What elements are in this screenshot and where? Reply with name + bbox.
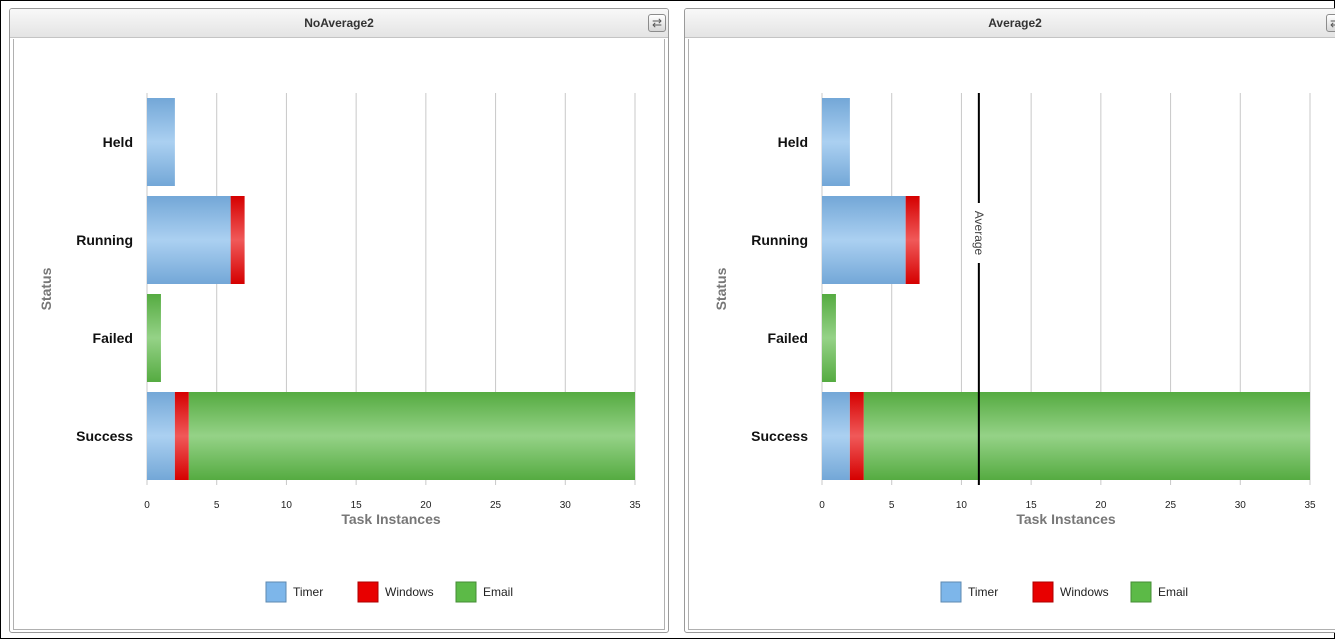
average-label-bg — [971, 203, 986, 263]
category-label: Failed — [768, 330, 808, 346]
chart-frame — [13, 39, 665, 630]
x-tick-label: 10 — [281, 500, 293, 511]
y-axis-title: Status — [38, 267, 54, 310]
x-tick-label: 20 — [420, 500, 432, 511]
x-tick-label: 20 — [1095, 500, 1107, 511]
legend-swatch-windows — [357, 581, 379, 603]
legend-swatch-email — [1130, 581, 1152, 603]
panel-header — [10, 9, 668, 38]
x-tick-label: 15 — [351, 500, 363, 511]
panel-title: Average2 — [988, 16, 1042, 30]
average-label: Average — [972, 211, 986, 256]
x-tick-label: 0 — [819, 500, 825, 511]
category-label: Running — [76, 232, 133, 248]
x-tick-label: 5 — [889, 500, 895, 511]
x-tick-label: 25 — [490, 500, 502, 511]
bar-success-email — [188, 392, 636, 480]
category-label: Success — [76, 428, 133, 444]
bar-success-timer — [147, 392, 175, 480]
bar-success-email — [863, 392, 1310, 480]
chart-panel-noaverage2: NoAverage2 ⇄ Held Running Failed Success 0 5 1… — [9, 8, 669, 633]
legend-label-timer: Timer — [293, 585, 323, 599]
x-tick-label: 5 — [214, 500, 220, 511]
chart-panel-average2: Average2 ⇄ Held Running Failed Success Avera… — [684, 8, 1335, 633]
x-tick-label: 0 — [144, 500, 150, 511]
panel-title: NoAverage2 — [304, 16, 374, 30]
bar-success-timer — [822, 392, 850, 480]
x-tick-label: 25 — [1165, 500, 1177, 511]
bar-held-timer — [822, 98, 850, 186]
category-label: Running — [751, 232, 808, 248]
bar-running-timer — [147, 196, 231, 284]
legend-swatch-timer — [265, 581, 287, 603]
legend-label-timer: Timer — [968, 585, 998, 599]
legend-swatch-email — [455, 581, 477, 603]
category-label: Held — [778, 134, 808, 150]
chart-frame — [688, 39, 1335, 630]
x-tick-label: 15 — [1026, 500, 1038, 511]
x-tick-label: 30 — [1235, 500, 1247, 511]
bar-failed-email — [822, 294, 836, 382]
x-tick-label: 35 — [629, 500, 641, 511]
legend-swatch-timer — [940, 581, 962, 603]
bar-held-timer — [147, 98, 175, 186]
refresh-button[interactable]: ⇄ — [1326, 14, 1335, 32]
legend-label-email: Email — [483, 585, 513, 599]
bar-chart-average2: Held Running Failed Success Average 0 5 10 15 20 2… — [713, 93, 1316, 603]
bar-failed-email — [147, 294, 161, 382]
x-axis-title: Task Instances — [341, 511, 441, 527]
x-tick-label: 35 — [1304, 500, 1316, 511]
refresh-icon: ⇄ — [651, 16, 663, 30]
y-axis-title: Status — [713, 267, 729, 310]
bar-success-windows — [849, 392, 864, 480]
refresh-icon: ⇄ — [1330, 16, 1335, 30]
legend-label-windows: Windows — [385, 585, 434, 599]
bar-success-windows — [174, 392, 189, 480]
legend-swatch-windows — [1032, 581, 1054, 603]
x-axis-title: Task Instances — [1016, 511, 1116, 527]
legend-label-windows: Windows — [1060, 585, 1109, 599]
category-label: Success — [751, 428, 808, 444]
x-tick-label: 10 — [956, 500, 968, 511]
bar-running-windows — [230, 196, 245, 284]
category-label: Failed — [93, 330, 133, 346]
category-label: Held — [103, 134, 133, 150]
x-tick-label: 30 — [560, 500, 572, 511]
bar-running-windows — [905, 196, 920, 284]
bar-chart-noaverage2: Held Running Failed Success 0 5 10 15 20 25 30 35 Ta… — [38, 93, 641, 603]
bar-running-timer — [822, 196, 906, 284]
refresh-button[interactable]: ⇄ — [648, 14, 666, 32]
panel-header — [685, 9, 1335, 38]
legend-label-email: Email — [1158, 585, 1188, 599]
